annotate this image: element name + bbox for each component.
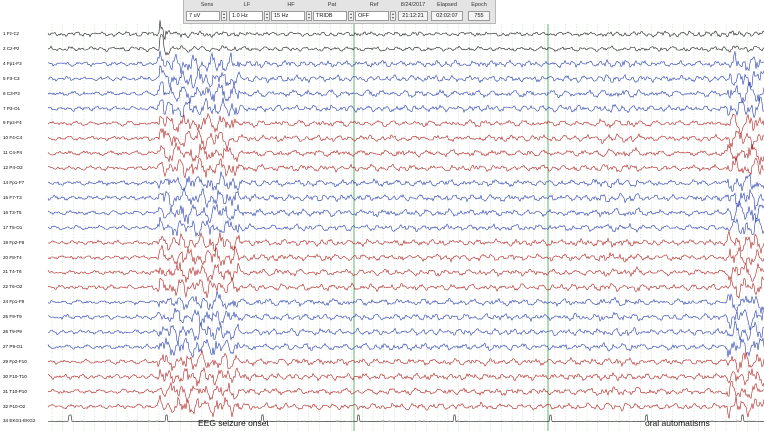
channel-label: 22 T6-O2 <box>3 284 23 290</box>
eeg-channel-trace <box>47 186 764 211</box>
channel-label: 2 Cz-Pz <box>3 45 20 51</box>
channel-label: 7 P3-O1 <box>3 105 21 111</box>
eeg-channel-trace <box>47 230 764 254</box>
channel-label: 27 P9-O1 <box>3 343 23 349</box>
channel-label: 31 T10-P10 <box>3 388 27 394</box>
sensitivity-select[interactable]: 7 uV <box>186 11 220 21</box>
eeg-channel-trace <box>47 112 764 135</box>
montage-select[interactable]: TRIDB <box>313 11 347 21</box>
low-filter-select[interactable]: 1.0 Hz <box>229 11 263 21</box>
seizure-onset-annotation: EEG seizure onset <box>198 418 269 428</box>
eeg-channel-trace <box>47 290 764 314</box>
channel-label: 24 Fp1-F9 <box>3 299 25 305</box>
eeg-channel-trace <box>47 97 764 119</box>
channel-label: 4 Fp1-F3 <box>3 60 22 66</box>
channel-label: 17 T5-O1 <box>3 224 23 230</box>
clock-time-readout: 21:12:21 <box>398 11 428 21</box>
channel-label: 34 EKG1-EKG2 <box>3 418 36 424</box>
channel-label: 1 Fz-Cz <box>3 31 20 36</box>
montage-spinner[interactable] <box>348 11 354 21</box>
eeg-channel-trace <box>47 307 764 330</box>
eeg-channel-trace <box>47 216 764 238</box>
oral-automatisms-annotation: oral automatisms <box>645 418 710 428</box>
ref-label: Ref <box>369 2 379 8</box>
channel-label: 10 F4-C4 <box>3 135 23 141</box>
channel-label: 16 T3-T5 <box>3 209 22 215</box>
channel-label: 19 Fp2-F8 <box>3 239 25 245</box>
channel-label: 26 T9-P9 <box>3 329 22 334</box>
eeg-channel-trace <box>47 171 764 192</box>
eeg-channel-trace <box>47 155 764 179</box>
epoch-number-readout: 755 <box>468 11 490 21</box>
elapsed-label: Elapsed <box>437 2 457 8</box>
eeg-channel-trace <box>47 127 764 151</box>
sens-label: Sens <box>200 2 214 8</box>
pattern-label: Pat <box>327 2 337 8</box>
channel-label-column: 1 Fz-Cz 2 Cz-Pz 4 Fp1-F3 5 F3-C3 6 C3-P3 7 P3… <box>0 0 46 431</box>
eeg-channel-trace <box>47 337 764 359</box>
eeg-channel-trace <box>47 414 764 423</box>
eeg-waveforms <box>47 20 764 423</box>
eeg-channel-trace <box>47 262 764 283</box>
reference-spinner[interactable] <box>390 11 396 21</box>
channel-label: 20 F8-T4 <box>3 254 22 260</box>
eeg-channel-trace <box>47 319 764 344</box>
eeg-channel-trace <box>47 200 764 225</box>
eeg-channel-trace <box>47 395 764 419</box>
eeg-channel-trace <box>47 276 764 300</box>
channel-label: 29 Fp2-F10 <box>3 358 27 364</box>
channel-label: 30 F10-T10 <box>3 373 27 379</box>
channel-label: 9 Fp2-F4 <box>3 120 22 126</box>
channel-label: 12 P4-O2 <box>3 165 23 171</box>
elapsed-time-readout: 02:02:07 <box>431 11 463 21</box>
channel-label: 14 Fp1-F7 <box>3 180 25 185</box>
channel-label: 5 F3-C3 <box>3 75 20 81</box>
reference-select[interactable]: OFF <box>355 11 389 21</box>
eeg-channel-trace <box>47 142 764 166</box>
eeg-channel-trace <box>47 50 764 74</box>
eeg-channel-trace <box>47 350 764 374</box>
sensitivity-spinner[interactable] <box>221 11 227 21</box>
channel-label: 25 F9-T9 <box>3 314 22 320</box>
channel-label: 15 F7-T3 <box>3 194 22 200</box>
channel-label: 11 C4-P4 <box>3 150 23 156</box>
review-toolbar: Sens 7 uV LF 1.0 Hz HF 15 Hz Pat TRIDB R… <box>183 0 496 24</box>
lf-label: LF <box>243 2 251 8</box>
eeg-channel-trace <box>47 20 764 40</box>
eeg-channel-trace <box>47 244 764 266</box>
eeg-channel-trace <box>47 366 764 387</box>
date-label: 8/24/2017 <box>400 2 426 8</box>
hf-label: HF <box>287 2 295 8</box>
eeg-channel-trace <box>47 34 764 56</box>
channel-label: 21 T4-T6 <box>3 269 22 275</box>
epoch-label: Epoch <box>471 2 487 8</box>
channel-label: 32 P10-O2 <box>3 403 26 409</box>
high-filter-select[interactable]: 15 Hz <box>271 11 305 21</box>
eeg-channel-trace <box>47 81 764 104</box>
eeg-channel-trace <box>47 64 764 89</box>
channel-label: 6 C3-P3 <box>3 90 20 96</box>
low-filter-spinner[interactable] <box>264 11 270 21</box>
high-filter-spinner[interactable] <box>306 11 312 21</box>
eeg-channel-trace <box>47 380 764 404</box>
